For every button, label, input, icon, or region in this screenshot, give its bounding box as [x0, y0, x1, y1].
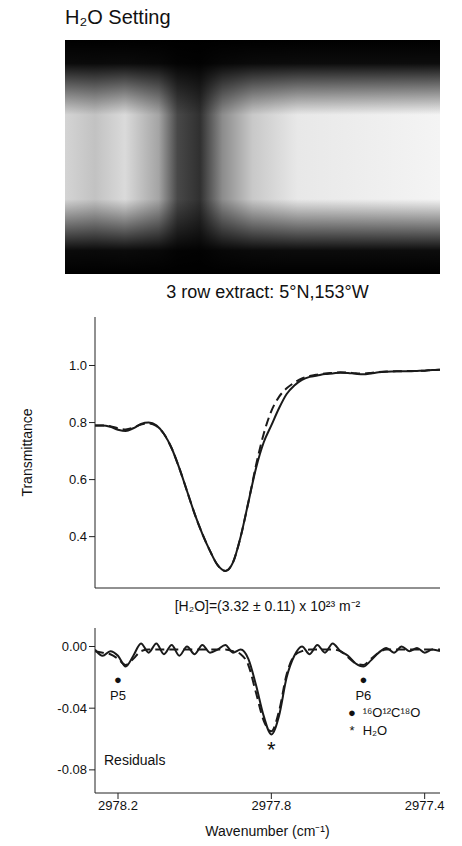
svg-text:P6: P6	[355, 688, 371, 703]
svg-text:1.0: 1.0	[69, 358, 87, 373]
svg-text:0.00: 0.00	[62, 639, 87, 654]
html-text:H₂O: H₂O	[362, 723, 388, 738]
svg-text:2977.8: 2977.8	[251, 798, 291, 813]
svg-text:Wavenumber (cm⁻¹): Wavenumber (cm⁻¹)	[205, 823, 329, 839]
html-text:H₂O Setting: H₂O Setting	[65, 6, 171, 28]
html-text:3 row extract: 5°N,153°W: 3 row extract: 5°N,153°W	[166, 282, 369, 302]
svg-text:-0.08: -0.08	[57, 762, 87, 777]
html-text:¹⁶O¹²C¹⁸O: ¹⁶O¹²C¹⁸O	[362, 705, 421, 720]
svg-text:P5: P5	[110, 688, 126, 703]
svg-text:2977.4: 2977.4	[405, 798, 445, 813]
svg-text:0.6: 0.6	[69, 472, 87, 487]
svg-text:2978.2: 2978.2	[98, 798, 138, 813]
html-text:[H₂O]=(3.32 ± 0.11) x 10²³ m⁻²: [H₂O]=(3.32 ± 0.11) x 10²³ m⁻²	[174, 598, 361, 614]
svg-text:-0.04: -0.04	[57, 701, 87, 716]
svg-text:*: *	[267, 737, 276, 762]
svg-text:0.8: 0.8	[69, 415, 87, 430]
html-text:Residuals: Residuals	[104, 752, 166, 768]
svg-text:Transmittance: Transmittance	[19, 408, 35, 496]
svg-text:●: ●	[359, 672, 367, 687]
svg-text:0.4: 0.4	[69, 529, 87, 544]
svg-text:●: ●	[114, 672, 122, 687]
